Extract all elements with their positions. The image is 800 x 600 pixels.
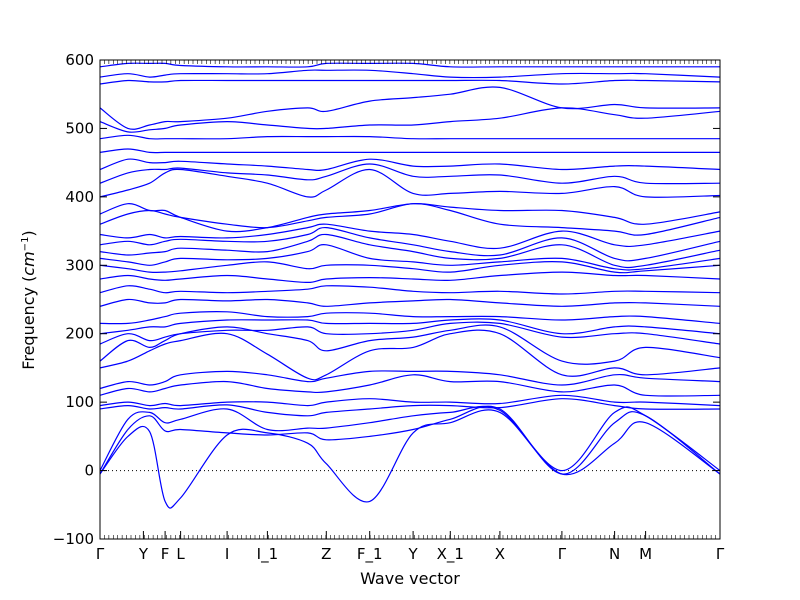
band-line-13 xyxy=(99,298,721,307)
band-line-21 xyxy=(99,203,721,236)
x-tick-label-11: X xyxy=(495,545,505,563)
x-tick-label-8: F_1 xyxy=(357,545,383,564)
band-line-16 xyxy=(99,261,721,274)
y-axis-label-text: Frequency xyxy=(19,287,38,370)
band-line-31 xyxy=(99,69,721,79)
band-line-8 xyxy=(99,329,721,381)
bands-group xyxy=(99,62,721,509)
x-tick-label-7: Z xyxy=(321,545,331,563)
band-line-17 xyxy=(99,244,721,271)
band-line-19 xyxy=(99,226,721,262)
band-line-9 xyxy=(99,324,721,365)
x-tick-label-14: M xyxy=(639,545,652,563)
x-tick-label-9: Y xyxy=(408,545,419,563)
y-tick-label: 400 xyxy=(65,188,94,206)
band-line-12 xyxy=(99,311,721,325)
band-line-2 xyxy=(99,405,721,475)
band-line-24 xyxy=(99,163,721,185)
band-line-27 xyxy=(99,134,720,140)
band-line-32 xyxy=(99,62,720,68)
band-line-11 xyxy=(99,318,721,335)
y-tick-label: −100 xyxy=(53,530,94,548)
band-line-14 xyxy=(99,285,721,295)
y-axis-unit-exp: −1 xyxy=(20,237,31,252)
x-tick-label-13: N xyxy=(609,545,620,563)
band-line-28 xyxy=(99,107,721,133)
band-line-26 xyxy=(99,148,720,154)
band-line-5 xyxy=(99,394,721,407)
band-line-22 xyxy=(99,203,721,233)
x-tick-label-10: X_1 xyxy=(437,545,464,564)
band-line-10 xyxy=(99,321,721,345)
band-line-25 xyxy=(99,158,721,172)
band-line-18 xyxy=(99,233,721,269)
band-line-29 xyxy=(99,86,721,130)
x-tick-label-6: I_1 xyxy=(257,545,278,564)
band-line-3 xyxy=(99,405,721,472)
y-tick-label: 200 xyxy=(65,325,94,343)
x-tick-label-4: L xyxy=(176,545,185,563)
band-line-7 xyxy=(99,370,721,390)
x-tick-label-12: Γ xyxy=(558,545,567,563)
x-tick-label-15: Γ xyxy=(716,545,725,563)
band-line-4 xyxy=(99,398,721,417)
band-line-15 xyxy=(99,271,721,283)
plot-frame xyxy=(99,59,721,540)
band-line-30 xyxy=(99,79,721,85)
band-line-6 xyxy=(99,374,721,397)
x-tick-label-5: I xyxy=(225,545,229,563)
y-tick-label: 100 xyxy=(65,393,94,411)
y-tick-label: 600 xyxy=(65,51,94,69)
y-axis-unit: cm xyxy=(19,251,38,275)
x-tick-label-2: Y xyxy=(138,545,149,563)
y-tick-label: 0 xyxy=(84,462,94,480)
x-tick-label-1: Γ xyxy=(96,545,105,563)
x-axis-ticks: Γ Y F L I I_1 Z F_1 Y X_1 X Γ N M Γ xyxy=(96,531,725,564)
y-tick-label: 300 xyxy=(65,256,94,274)
band-line-20 xyxy=(99,223,721,250)
plot-background xyxy=(100,60,720,539)
x-axis-label: Wave vector xyxy=(360,569,460,588)
y-axis-ticks: −100 0 100 200 300 400 500 600 xyxy=(53,51,720,548)
band-line-23 xyxy=(99,168,721,198)
x-tick-label-3: F xyxy=(161,545,170,563)
y-axis-label: Frequency (cm−1) xyxy=(19,230,38,369)
band-line-1 xyxy=(99,409,721,509)
y-tick-label: 500 xyxy=(65,119,94,137)
